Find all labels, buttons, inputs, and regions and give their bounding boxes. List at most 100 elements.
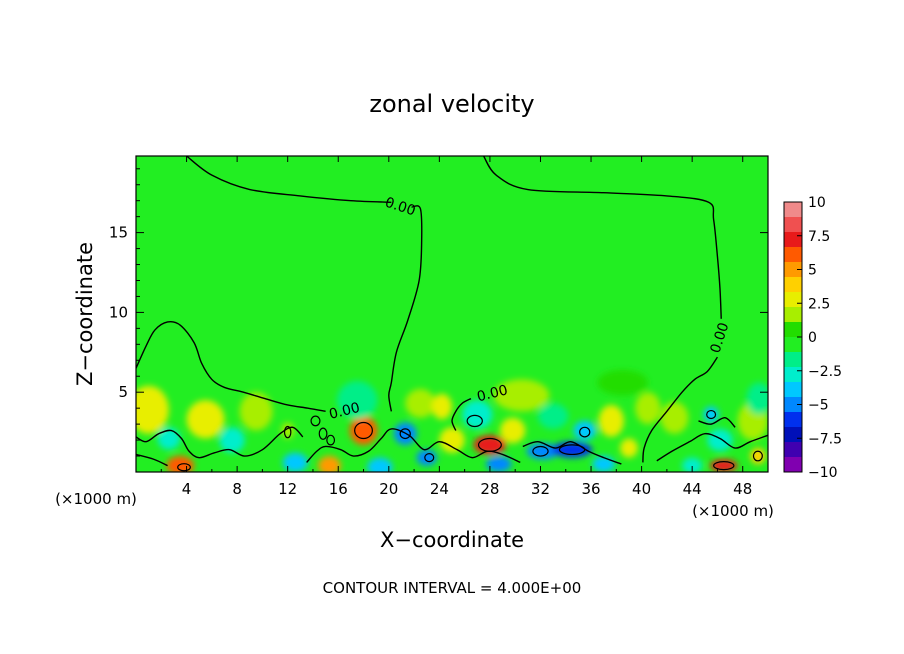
velocity-anomaly-2: [186, 400, 225, 439]
contour-line-4: [136, 320, 326, 413]
velocity-anomaly-9: [349, 416, 378, 445]
x-tick-label-1: 8: [232, 480, 242, 498]
contour-line-5: [451, 397, 472, 431]
velocity-anomaly-11: [367, 457, 393, 472]
contour-loop-8: [558, 444, 586, 456]
colorbar-band-0: [784, 202, 802, 218]
contour-loop-11: [713, 461, 735, 471]
x-tick-label-10: 44: [683, 480, 702, 498]
colorbar-band-14: [784, 412, 802, 428]
colorbar-band-10: [784, 352, 802, 368]
contour-line-3: [642, 356, 719, 463]
velocity-anomaly-37: [597, 369, 648, 396]
x-tick-label-2: 12: [278, 480, 297, 498]
velocity-anomaly-27: [592, 456, 616, 472]
colorbar-band-7: [784, 307, 802, 323]
velocity-anomaly-33: [707, 428, 733, 452]
colorbar-band-1: [784, 217, 802, 233]
colorbar-label-3: 2.5: [808, 296, 830, 312]
velocity-anomaly-15: [439, 427, 465, 453]
velocity-anomaly-0: [136, 385, 169, 434]
x-tick-label-11: 48: [733, 480, 752, 498]
velocity-anomaly-6: [282, 452, 308, 472]
colorbar-label-8: −10: [808, 465, 838, 481]
x-unit-right: (×1000 m): [692, 502, 774, 520]
colorbar-band-2: [784, 232, 802, 248]
contour-line-8: [306, 428, 521, 464]
colorbar-band-9: [784, 337, 802, 353]
velocity-anomaly-26: [598, 404, 624, 437]
velocity-anomaly-10: [336, 381, 378, 420]
velocity-anomaly-30: [660, 401, 689, 434]
colorbar-band-6: [784, 292, 802, 308]
velocity-anomaly-19: [486, 456, 512, 472]
x-tick-label-6: 28: [480, 480, 499, 498]
contour-loop-0: [354, 421, 373, 440]
contour-loop-10: [579, 426, 591, 438]
contour-loop-13: [177, 463, 191, 472]
velocity-anomaly-13: [416, 449, 437, 466]
chart-title: zonal velocity: [369, 90, 534, 118]
velocity-anomaly-31: [682, 457, 703, 472]
contour-loop-14: [466, 414, 483, 428]
colorbar-label-6: −5: [808, 398, 829, 414]
velocity-anomaly-24: [573, 420, 597, 441]
x-tick-label-7: 32: [531, 480, 550, 498]
velocity-anomaly-20: [500, 417, 526, 444]
zero-contours: [136, 156, 768, 472]
contour-loop-6: [399, 428, 411, 440]
contour-line-0: [186, 156, 392, 203]
velocity-anomaly-14: [405, 389, 436, 418]
contour-label-1: 0.00: [475, 382, 509, 405]
velocity-anomaly-28: [620, 438, 638, 458]
colorbar-label-4: 0: [808, 330, 817, 346]
colorbar-band-13: [784, 397, 802, 413]
contour-line-10: [656, 432, 768, 462]
contour-line-11: [698, 417, 736, 428]
x-tick-label-0: 4: [182, 480, 192, 498]
contour-loop-7: [424, 453, 435, 463]
colorbar-band-8: [784, 322, 802, 338]
colorbar-band-11: [784, 367, 802, 383]
contour-line-7: [136, 453, 168, 467]
x-axis: 4 8 12 16 20 24 28 32 36 40 44 48: [160, 156, 752, 498]
contour-loop-2: [283, 425, 292, 439]
colorbar-band-15: [784, 427, 802, 443]
x-axis-label: X−coordinate: [380, 528, 524, 552]
velocity-anomaly-18: [462, 400, 493, 429]
velocity-anomaly-5: [219, 427, 245, 453]
velocity-anomaly-3: [239, 392, 273, 431]
colorbar-band-4: [784, 262, 802, 278]
y-axis-label: Z−coordinate: [73, 242, 97, 386]
velocity-anomaly-25: [537, 403, 569, 429]
x-tick-label-8: 36: [581, 480, 600, 498]
colorbar-label-1: 7.5: [808, 229, 830, 245]
contour-loop-15: [706, 409, 717, 420]
contour-label-0: 0.00: [328, 400, 362, 423]
colorbar-band-16: [784, 442, 802, 458]
colorbar: 10 7.5 5 2.5 0 −2.5 −5 −7.5 −10: [783, 195, 842, 481]
contour-loop-9: [532, 445, 549, 457]
colorbar-band-17: [784, 457, 802, 473]
colorbar-label-0: 10: [808, 195, 826, 211]
velocity-anomaly-16: [431, 393, 452, 420]
x-tick-label-4: 20: [379, 480, 398, 498]
contour-labels: 0.000.000.000.00: [328, 195, 733, 423]
contour-line-9: [522, 440, 622, 465]
velocity-anomaly-29: [635, 392, 661, 425]
plot-frame: [135, 155, 769, 473]
velocity-anomaly-36: [750, 448, 766, 465]
velocity-field: [136, 369, 768, 472]
velocity-anomaly-8: [318, 456, 341, 472]
contour-loop-5: [326, 434, 336, 446]
colorbar-label-7: −7.5: [808, 431, 842, 447]
x-unit-left: (×1000 m): [55, 490, 137, 508]
velocity-anomaly-4: [157, 427, 181, 450]
contour-interval-note: CONTOUR INTERVAL = 4.000E+00: [323, 579, 582, 597]
colorbar-band-12: [784, 382, 802, 398]
x-tick-label-3: 16: [329, 480, 348, 498]
x-tick-label-9: 40: [632, 480, 651, 498]
colorbar-band-5: [784, 277, 802, 293]
contour-loop-4: [318, 427, 328, 440]
